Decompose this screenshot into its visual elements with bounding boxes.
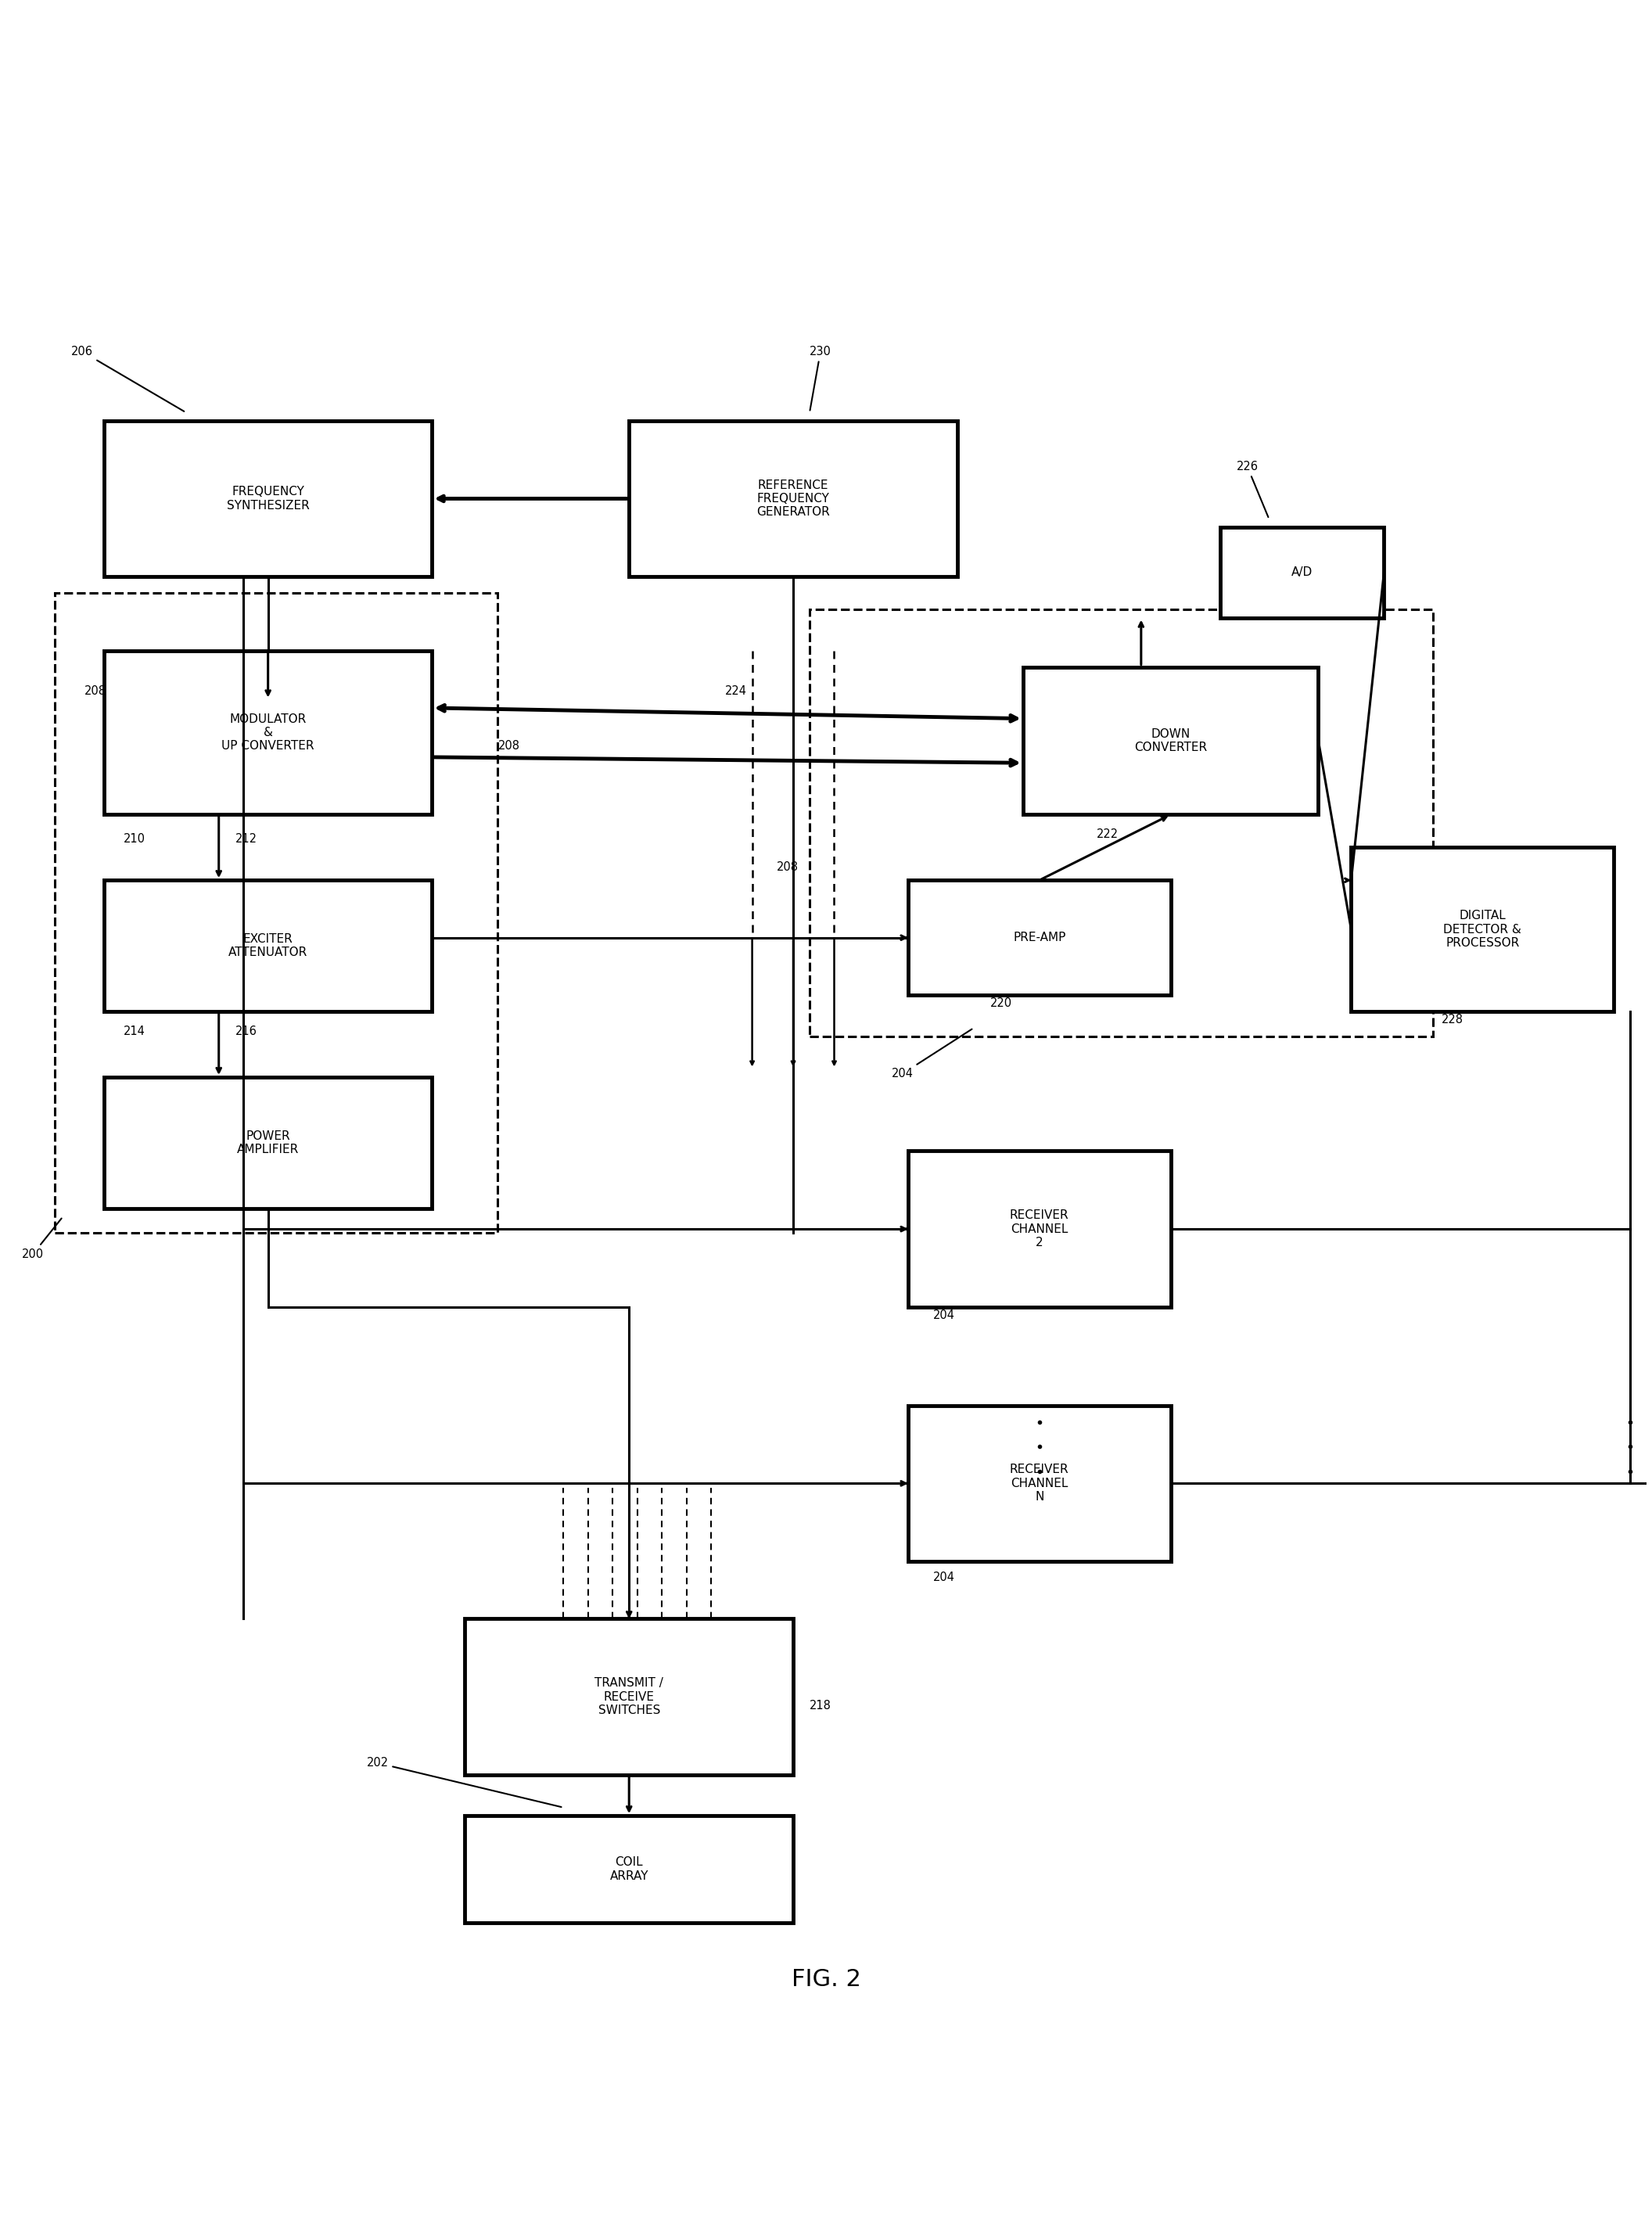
Text: POWER
AMPLIFIER: POWER AMPLIFIER — [236, 1130, 299, 1154]
Text: 226: 226 — [1236, 460, 1269, 517]
Text: RECEIVER
CHANNEL
2: RECEIVER CHANNEL 2 — [1009, 1210, 1069, 1248]
Text: DOWN
CONVERTER: DOWN CONVERTER — [1135, 728, 1208, 753]
FancyBboxPatch shape — [909, 879, 1171, 995]
FancyBboxPatch shape — [104, 650, 433, 815]
Text: 208: 208 — [497, 739, 520, 753]
FancyBboxPatch shape — [464, 1816, 793, 1923]
Text: EXCITER
ATTENUATOR: EXCITER ATTENUATOR — [228, 932, 307, 959]
Text: 210: 210 — [124, 832, 145, 846]
Text: FIG. 2: FIG. 2 — [791, 1969, 861, 1991]
Text: 206: 206 — [71, 346, 183, 411]
Text: 208: 208 — [84, 686, 106, 697]
Text: 224: 224 — [725, 686, 747, 697]
FancyBboxPatch shape — [104, 879, 433, 1012]
FancyBboxPatch shape — [1219, 528, 1384, 617]
Text: 216: 216 — [235, 1026, 258, 1037]
FancyBboxPatch shape — [909, 1150, 1171, 1308]
Text: COIL
ARRAY: COIL ARRAY — [610, 1856, 649, 1883]
Text: 202: 202 — [367, 1756, 562, 1807]
Text: FREQUENCY
SYNTHESIZER: FREQUENCY SYNTHESIZER — [226, 486, 309, 511]
Text: 212: 212 — [235, 832, 258, 846]
Text: A/D: A/D — [1292, 566, 1313, 579]
Text: 204: 204 — [933, 1310, 955, 1321]
FancyBboxPatch shape — [1351, 848, 1614, 1012]
Text: 220: 220 — [990, 997, 1013, 1010]
Text: TRANSMIT /
RECEIVE
SWITCHES: TRANSMIT / RECEIVE SWITCHES — [595, 1678, 664, 1716]
FancyBboxPatch shape — [104, 420, 433, 577]
FancyBboxPatch shape — [1023, 666, 1318, 815]
Text: 208: 208 — [776, 861, 798, 872]
Text: 218: 218 — [809, 1701, 831, 1712]
FancyBboxPatch shape — [464, 1618, 793, 1774]
Text: 222: 222 — [1097, 828, 1118, 839]
Text: 228: 228 — [1442, 1015, 1464, 1026]
Text: DIGITAL
DETECTOR &
PROCESSOR: DIGITAL DETECTOR & PROCESSOR — [1444, 910, 1521, 948]
Text: 214: 214 — [124, 1026, 145, 1037]
Text: RECEIVER
CHANNEL
N: RECEIVER CHANNEL N — [1009, 1463, 1069, 1503]
Text: PRE-AMP: PRE-AMP — [1013, 932, 1066, 944]
FancyBboxPatch shape — [104, 1077, 433, 1208]
FancyBboxPatch shape — [909, 1405, 1171, 1561]
Text: 204: 204 — [933, 1572, 955, 1583]
FancyBboxPatch shape — [629, 420, 957, 577]
Text: 204: 204 — [892, 1030, 971, 1079]
Text: MODULATOR
&
UP CONVERTER: MODULATOR & UP CONVERTER — [221, 713, 314, 753]
Text: 230: 230 — [809, 346, 831, 411]
Text: REFERENCE
FREQUENCY
GENERATOR: REFERENCE FREQUENCY GENERATOR — [757, 480, 829, 517]
Text: 200: 200 — [21, 1219, 61, 1261]
